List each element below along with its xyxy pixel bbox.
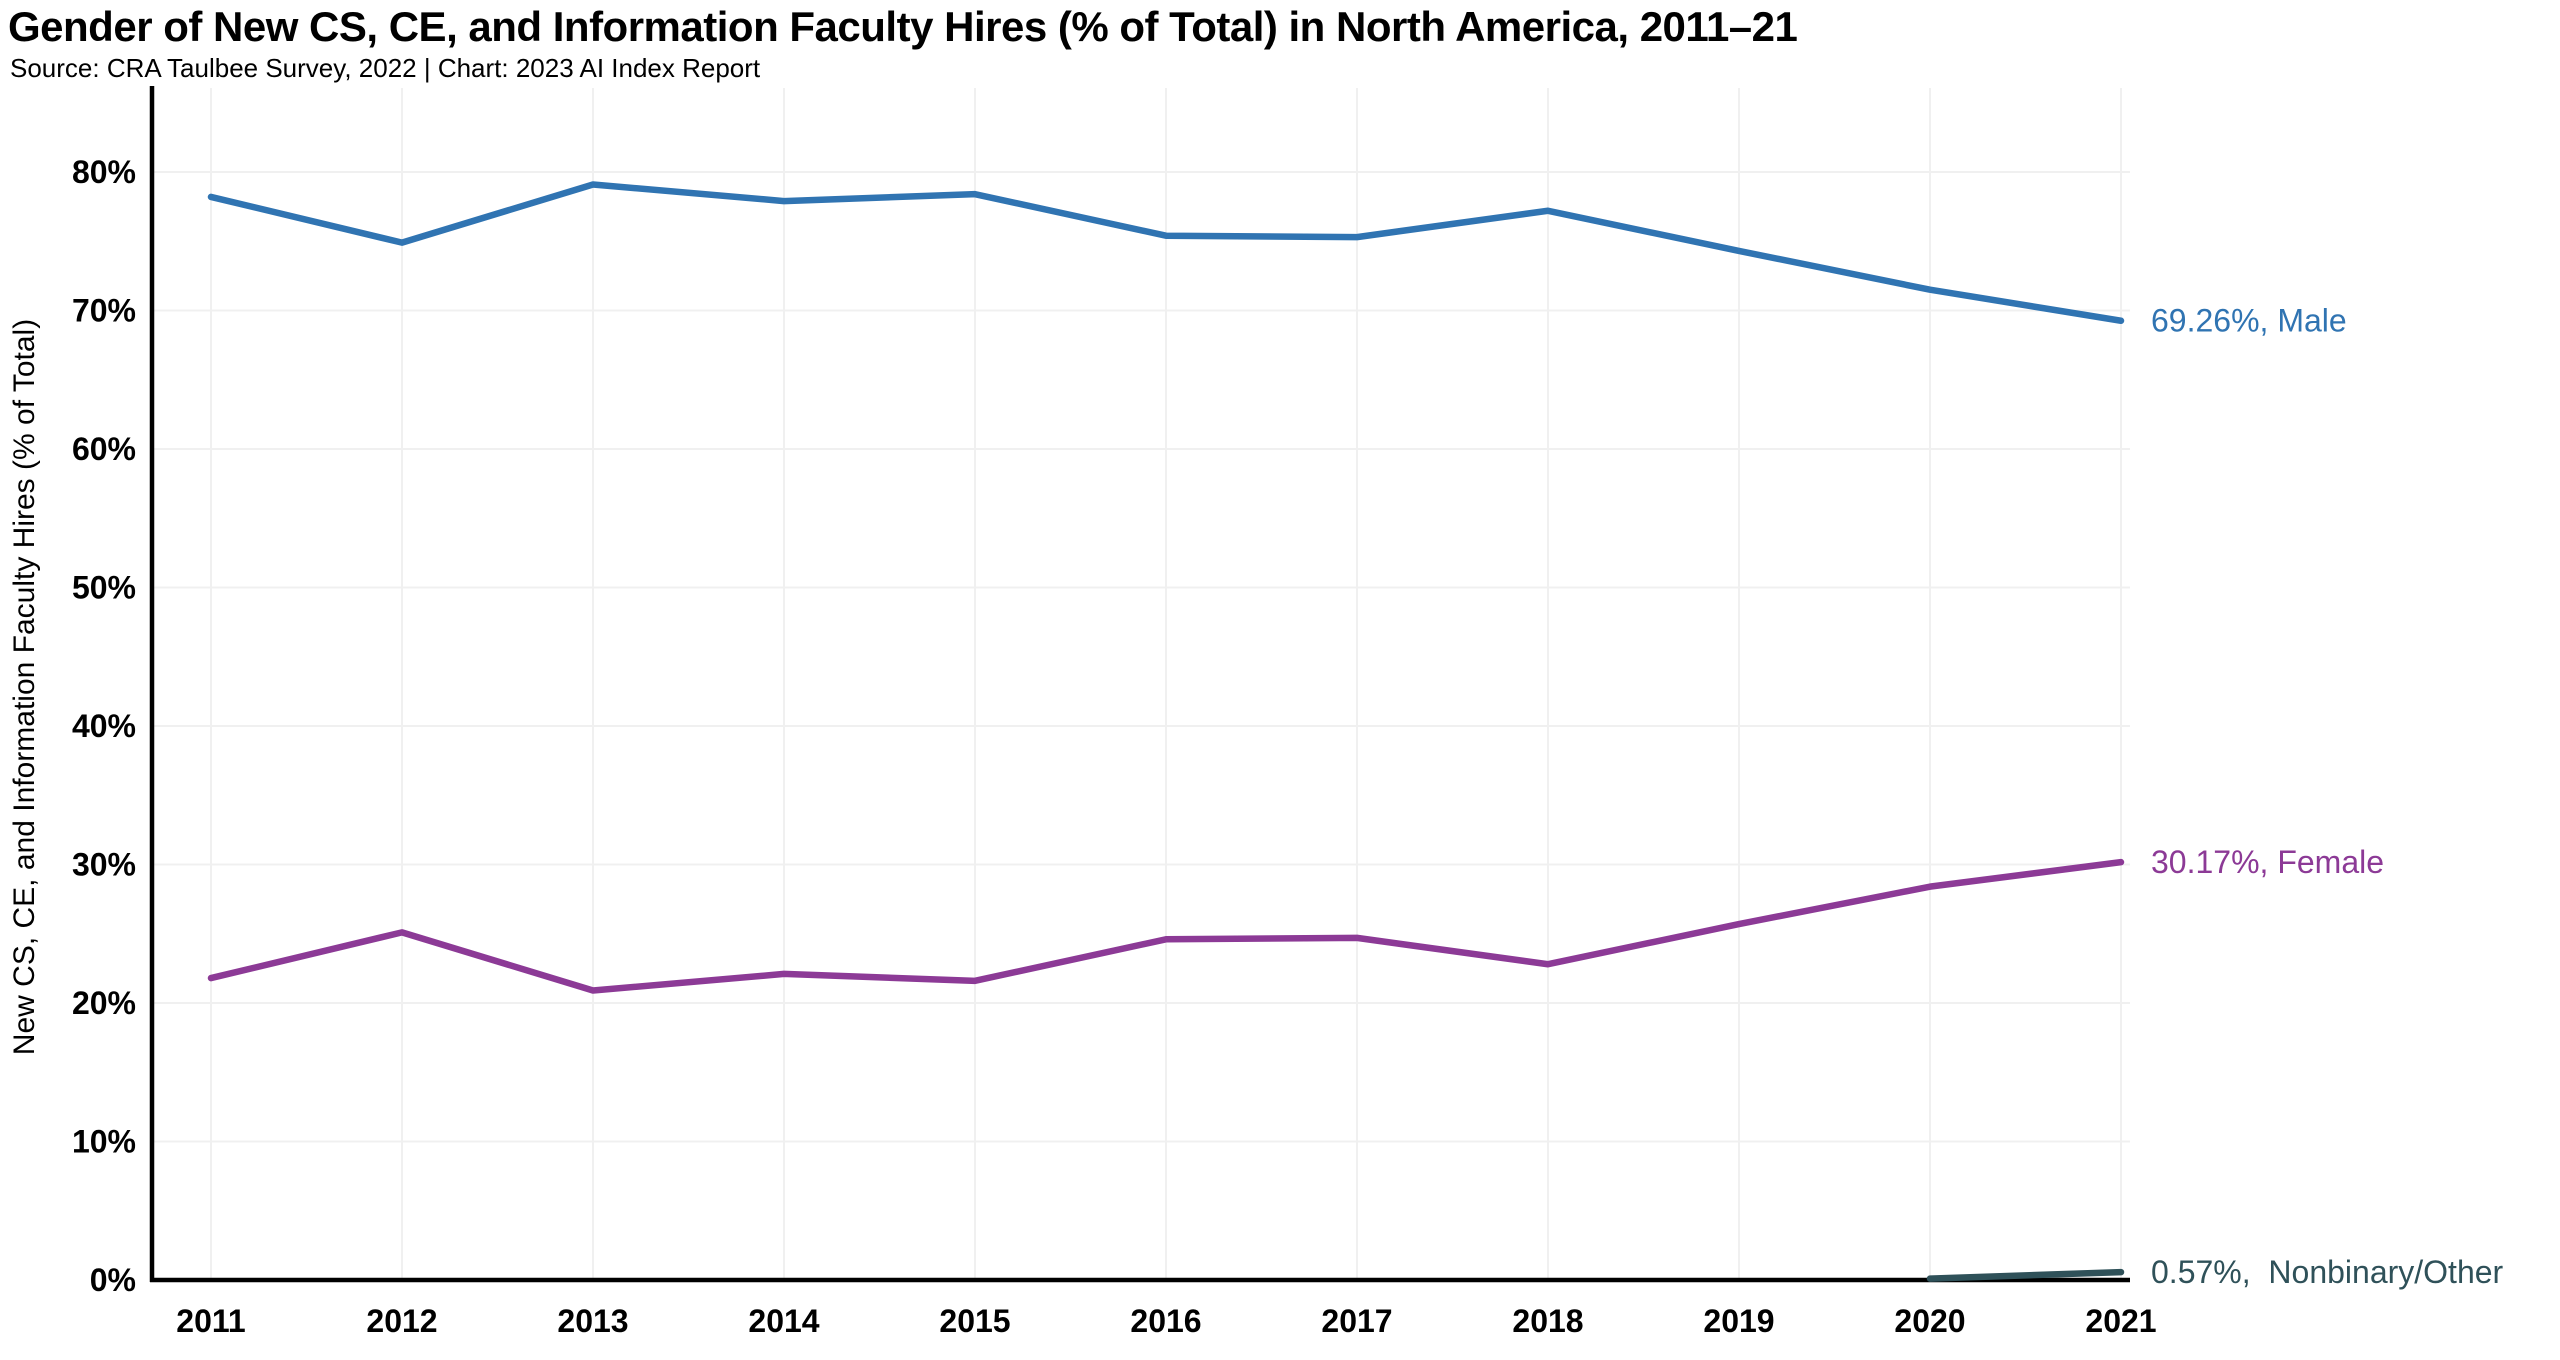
y-tick-label: 60%: [72, 431, 136, 467]
female-series-line: [207, 858, 2125, 994]
x-tick-label: 2015: [939, 1303, 1010, 1339]
x-tick-label: 2013: [557, 1303, 628, 1339]
y-tick-label: 10%: [72, 1124, 136, 1160]
x-tick-label: 2021: [2085, 1303, 2156, 1339]
x-tick-label: 2017: [1321, 1303, 1392, 1339]
y-axis-title: New CS, CE, and Information Faculty Hire…: [8, 319, 41, 1055]
male-series-line: [207, 181, 2125, 324]
y-tick-label: 50%: [72, 570, 136, 606]
y-tick-label: 0%: [90, 1262, 136, 1298]
x-tick-label: 2016: [1130, 1303, 1201, 1339]
x-tick-label: 2020: [1894, 1303, 1965, 1339]
nonbinary-other-series-line: [1926, 1268, 2125, 1282]
y-tick-label: 30%: [72, 847, 136, 883]
chart-title: Gender of New CS, CE, and Information Fa…: [8, 3, 1798, 50]
x-tick-label: 2012: [366, 1303, 437, 1339]
male-end-label: 69.26%, Male: [2151, 303, 2347, 339]
y-tick-label: 70%: [72, 293, 136, 329]
y-tick-label: 80%: [72, 154, 136, 190]
y-tick-label: 40%: [72, 708, 136, 744]
female-end-label: 30.17%, Female: [2151, 844, 2384, 880]
x-tick-label: 2019: [1703, 1303, 1774, 1339]
y-tick-label: 20%: [72, 985, 136, 1021]
nonbinary-other-end-label: 0.57%, Nonbinary/Other: [2151, 1254, 2504, 1290]
chart-subtitle: Source: CRA Taulbee Survey, 2022 | Chart…: [10, 53, 761, 83]
x-tick-label: 2014: [748, 1303, 819, 1339]
x-tick-label: 2011: [176, 1303, 245, 1339]
x-tick-label: 2018: [1512, 1303, 1583, 1339]
